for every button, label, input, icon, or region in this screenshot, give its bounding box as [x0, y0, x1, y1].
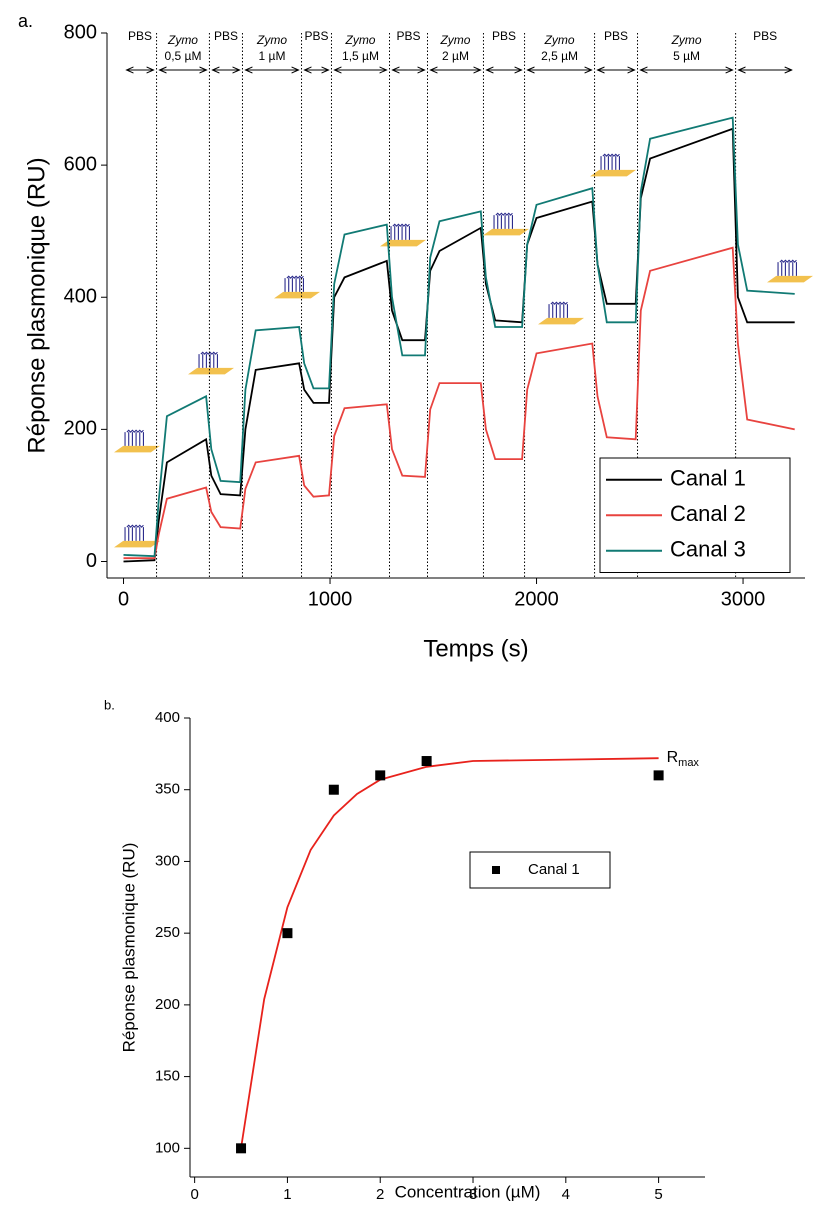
y-tick-label: 100: [155, 1139, 180, 1156]
y-tick-label: 250: [155, 924, 180, 941]
annotation-text: R: [667, 749, 679, 766]
panel-label: a.: [18, 11, 33, 31]
legend-label: Canal 1: [670, 466, 746, 491]
point: [282, 928, 293, 939]
legend-swatch: [492, 866, 500, 874]
legend-label: Canal 1: [528, 861, 580, 878]
x-tick-label: 5: [654, 1186, 662, 1203]
phase-conc: 2 µM: [442, 49, 469, 63]
point: [421, 756, 432, 767]
phase-conc: 1,5 µM: [342, 49, 379, 63]
legend-label: Canal 3: [670, 537, 746, 562]
point: [236, 1143, 247, 1154]
y-tick-label: 400: [155, 709, 180, 726]
phase-label: Zymo: [544, 33, 575, 47]
phase-label: PBS: [304, 29, 328, 43]
panel-label: b.: [104, 697, 115, 712]
phase-label: PBS: [753, 29, 777, 43]
phase-conc: 2,5 µM: [541, 49, 578, 63]
chip-icon: [483, 212, 529, 236]
x-axis-title: Temps (s): [423, 635, 528, 662]
y-tick-label: 200: [64, 418, 97, 440]
chip-icon: [114, 429, 160, 453]
y-tick-label: 350: [155, 781, 180, 798]
y-tick-label: 0: [86, 550, 97, 572]
phase-label: Zymo: [439, 33, 470, 47]
x-tick-label: 4: [562, 1186, 570, 1203]
point: [375, 770, 386, 781]
x-tick-label: 2: [376, 1186, 384, 1203]
phase-conc: 5 µM: [673, 49, 700, 63]
chip-icon: [188, 351, 234, 375]
line-series: [123, 116, 795, 558]
x-tick-label: 1000: [308, 588, 353, 610]
chip-icon: [767, 259, 813, 283]
x-tick-label: 2000: [514, 588, 559, 610]
point: [328, 784, 339, 795]
phase-label: PBS: [214, 29, 238, 43]
phase-label: Zymo: [167, 33, 198, 47]
x-tick-label: 1: [283, 1186, 291, 1203]
phase-label: PBS: [604, 29, 628, 43]
line-series: [123, 127, 795, 563]
phase-label: Zymo: [344, 33, 375, 47]
x-tick-label: 0: [118, 588, 129, 610]
y-axis-title: Réponse plasmonique (RU): [23, 157, 50, 453]
y-tick-label: 200: [155, 996, 180, 1013]
phase-conc: 0,5 µM: [165, 49, 202, 63]
x-axis-title: Concentration (µM): [395, 1182, 541, 1201]
y-tick-label: 600: [64, 153, 97, 175]
x-tick-label: 3000: [721, 588, 766, 610]
chip-icon: [538, 301, 584, 325]
chip-icon: [590, 153, 636, 177]
fit-curve: [240, 757, 659, 1149]
phase-label: PBS: [492, 29, 516, 43]
x-tick-label: 3: [469, 1186, 477, 1203]
phase-label: Zymo: [671, 33, 702, 47]
line-series: [123, 246, 795, 560]
chip-icon: [114, 524, 160, 548]
annotation-sub: max: [678, 757, 699, 769]
annotation: Rmax: [667, 749, 700, 769]
phase-label: Zymo: [256, 33, 287, 47]
chip-icon: [274, 275, 320, 299]
y-tick-label: 300: [155, 852, 180, 869]
y-tick-label: 800: [64, 21, 97, 43]
legend-label: Canal 2: [670, 501, 746, 526]
phase-label: PBS: [128, 29, 152, 43]
y-tick-label: 150: [155, 1068, 180, 1085]
phase-label: PBS: [396, 29, 420, 43]
point: [653, 770, 664, 781]
y-tick-label: 400: [64, 286, 97, 308]
y-axis-title: Réponse plasmonique (RU): [119, 843, 138, 1053]
phase-conc: 1 µM: [259, 49, 286, 63]
x-tick-label: 0: [190, 1186, 198, 1203]
